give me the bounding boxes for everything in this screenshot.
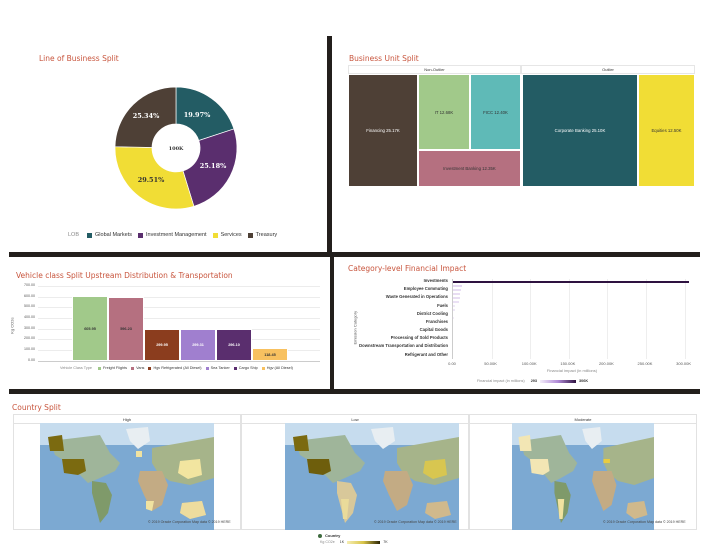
- legend-item-cargo-ship[interactable]: Cargo Ship: [238, 366, 258, 370]
- hbar-waste-generated[interactable]: [453, 293, 460, 295]
- category-legend: Financial impact (in millions) 293 306K: [477, 379, 589, 383]
- category-plot-area: [452, 279, 692, 359]
- hbar-employee-commuting[interactable]: [453, 285, 462, 287]
- treemap-cell-ficc[interactable]: FICC 12.40K: [470, 74, 521, 150]
- legend-item-global-markets[interactable]: Global Markets: [95, 232, 133, 238]
- category-x-axis-label: Financial impact (in millions): [546, 368, 598, 373]
- map-copyright-low: © 2019 Oracle Corporation Map data © 201…: [374, 520, 457, 524]
- legend-swatch-icon: [212, 232, 218, 238]
- category-labels: Investments Employee Commuting Waste Gen…: [359, 278, 448, 357]
- svg-text:100K: 100K: [169, 146, 184, 152]
- divider-vertical: [327, 36, 332, 257]
- world-map-high[interactable]: [40, 423, 214, 530]
- hbar-fuels[interactable]: [453, 301, 459, 303]
- gridline: [38, 297, 320, 298]
- x-axis-line: [38, 361, 320, 362]
- hbar-district-cooling[interactable]: [453, 309, 455, 311]
- vehicle-plot-area: 605.95 596.23 299.95 299.31 296.10 118.4…: [72, 286, 288, 361]
- gridline: [646, 279, 647, 359]
- bar-sea-tanker[interactable]: 299.31: [180, 328, 216, 361]
- svg-text:29.51%: 29.51%: [138, 176, 165, 184]
- legend-swatch-icon: [131, 366, 135, 370]
- treemap-group-header-non-outlier: Non-Outlier: [348, 65, 521, 74]
- bar-cargo-ship[interactable]: 296.10: [216, 329, 252, 361]
- donut-slice-treasury[interactable]: [114, 86, 177, 148]
- color-scale-bar: [347, 540, 381, 544]
- hbar-row[interactable]: [453, 289, 461, 291]
- treemap-group-header-outlier: Outlier: [521, 65, 695, 74]
- gridline: [530, 279, 531, 359]
- legend-item-freight-flights[interactable]: Freight Flights: [103, 366, 128, 370]
- legend-swatch-icon: [138, 232, 144, 238]
- world-map-low[interactable]: [285, 423, 459, 530]
- treemap-cell-equities[interactable]: Equities 12.50K: [638, 74, 695, 187]
- lob-title: Line of Business Split: [39, 54, 119, 63]
- business-unit-title: Business Unit Split: [349, 54, 419, 63]
- legend-swatch-icon: [247, 232, 253, 238]
- map-copyright-high: © 2019 Oracle Corporation Map data © 201…: [148, 520, 231, 524]
- country-title: Country Split: [12, 403, 61, 412]
- donut-slice-investment-management[interactable]: [182, 128, 238, 207]
- legend-swatch-icon: [205, 366, 209, 370]
- hbar-franchises[interactable]: [453, 317, 454, 319]
- gridline: [568, 279, 570, 359]
- gridline: [38, 286, 320, 287]
- treemap-cell-financing[interactable]: Financing 25.17K: [348, 74, 418, 187]
- hbar-row[interactable]: [453, 305, 455, 307]
- legend-swatch-icon: [87, 232, 93, 238]
- legend-item-investment-management[interactable]: Investment Management: [146, 232, 207, 238]
- legend-item-treasury[interactable]: Treasury: [255, 232, 278, 238]
- globe-icon: [318, 533, 322, 538]
- gridline: [38, 307, 320, 308]
- map-copyright-moderate: © 2019 Oracle Corporation Map data © 201…: [603, 520, 686, 524]
- legend-item-vans[interactable]: Vans: [136, 366, 145, 370]
- color-scale-bar: [540, 379, 577, 383]
- divider-horizontal-bottom: [9, 389, 700, 394]
- gridline: [38, 318, 320, 319]
- gridline: [491, 279, 493, 359]
- legend-item-hgv-all-diesel[interactable]: Hgv (All Diesel): [266, 366, 293, 370]
- legend-item-hgv-refrigerated[interactable]: Hgv Refrigerated (All Diesel): [153, 366, 202, 370]
- divider-horizontal-middle: [9, 252, 700, 257]
- svg-text:25.34%: 25.34%: [133, 112, 160, 120]
- gridline: [684, 279, 686, 359]
- hbar-row[interactable]: [453, 297, 460, 299]
- world-map-moderate[interactable]: [512, 423, 654, 530]
- treemap-cell-corporate-banking[interactable]: Corporate Banking 25.10K: [522, 74, 638, 187]
- svg-text:25.18%: 25.18%: [200, 162, 227, 170]
- bar-hgv-refrigerated[interactable]: 299.95: [144, 328, 180, 361]
- bar-hgv-all-diesel[interactable]: 118.45: [252, 348, 288, 361]
- vehicle-legend: Vehicle Class Type Freight Flights Vans …: [60, 366, 293, 370]
- donut-slice-services[interactable]: [114, 146, 195, 210]
- legend-item-services[interactable]: Services: [220, 232, 242, 238]
- legend-item-sea-tanker[interactable]: Sea Tanker: [210, 366, 230, 370]
- legend-swatch-icon: [148, 366, 152, 370]
- country-legend: Country: [318, 533, 340, 538]
- treemap-cell-it[interactable]: IT 12.68K: [418, 74, 470, 150]
- lob-legend: LOB Global Markets Investment Management…: [68, 232, 277, 238]
- lob-legend-title: LOB: [68, 232, 80, 238]
- svg-text:19.97%: 19.97%: [184, 111, 211, 119]
- divider-vertical-lower: [330, 257, 334, 390]
- bar-freight-flights[interactable]: 605.95: [72, 296, 108, 361]
- legend-swatch-icon: [233, 366, 237, 370]
- bar-vans[interactable]: 596.23: [108, 297, 144, 361]
- legend-swatch-icon: [98, 366, 102, 370]
- category-title: Category-level Financial Impact: [348, 264, 467, 273]
- country-color-scale: Kg CO2e 1K 7K: [320, 540, 388, 544]
- lob-donut-chart[interactable]: 19.97% 25.18% 29.51% 25.34% 100K: [110, 82, 242, 214]
- vehicle-title: Vehicle class Split Upstream Distributio…: [16, 271, 233, 280]
- legend-swatch-icon: [261, 366, 265, 370]
- hbar-investments[interactable]: [453, 281, 689, 284]
- treemap-cell-investment-banking[interactable]: Investment Banking 12.35K: [418, 150, 521, 187]
- gridline: [607, 279, 608, 359]
